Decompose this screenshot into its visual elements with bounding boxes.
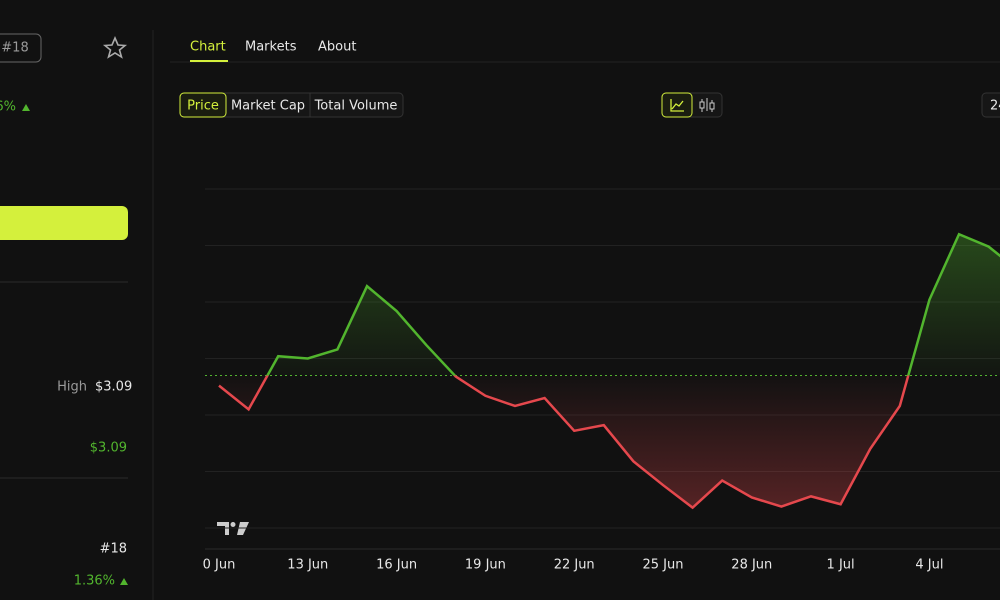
up-arrow bbox=[22, 104, 30, 111]
x-tick-label: 4 Jul bbox=[915, 558, 943, 573]
line-icon bbox=[670, 99, 684, 112]
sidebar: #18 6% High $3.09 $3.09 #18 1.36% bbox=[0, 33, 132, 589]
logo-part bbox=[217, 522, 229, 535]
price-change-top: 6% bbox=[0, 100, 16, 115]
area-down bbox=[219, 375, 909, 508]
high-label: High bbox=[57, 380, 87, 395]
x-tick-label: 13 Jun bbox=[287, 558, 328, 573]
button-label[interactable]: Total Volume bbox=[314, 99, 398, 114]
x-tick-label: 28 Jun bbox=[731, 558, 772, 573]
plot bbox=[205, 188, 1000, 529]
area-up bbox=[219, 234, 1000, 376]
price-line-up bbox=[266, 232, 1000, 376]
candle-icon-body bbox=[709, 102, 715, 110]
x-tick-label: 22 Jun bbox=[554, 558, 595, 573]
rank-badge bbox=[0, 33, 42, 63]
stat-value: $3.09 bbox=[90, 441, 127, 456]
button-active[interactable] bbox=[179, 92, 227, 118]
x-tick-label: 1 Jul bbox=[827, 558, 855, 573]
range-button-label[interactable]: 24 bbox=[990, 99, 1000, 114]
high-value: $3.09 bbox=[95, 380, 132, 395]
up-arrow bbox=[120, 578, 128, 585]
tab[interactable]: About bbox=[318, 40, 356, 55]
change: 1.36% bbox=[74, 574, 115, 589]
tab-active[interactable]: Chart bbox=[190, 40, 226, 55]
favorite-star[interactable] bbox=[102, 35, 128, 59]
button-label[interactable]: Price bbox=[187, 99, 219, 114]
logo-part bbox=[230, 522, 236, 527]
button-label[interactable]: Market Cap bbox=[231, 99, 305, 114]
x-tick-label: 0 Jun bbox=[203, 558, 236, 573]
rank-badge-text: #18 bbox=[1, 41, 28, 56]
x-tick-label: 19 Jun bbox=[465, 558, 506, 573]
rank: #18 bbox=[100, 542, 127, 557]
x-tick-label: 16 Jun bbox=[376, 558, 417, 573]
x-tick-label: 25 Jun bbox=[643, 558, 684, 573]
range-button[interactable] bbox=[981, 92, 1000, 118]
action-button[interactable] bbox=[0, 206, 128, 240]
tab[interactable]: Markets bbox=[245, 40, 297, 55]
price-line-down bbox=[218, 375, 910, 510]
candle-icon-body bbox=[699, 101, 705, 109]
x-axis-labels: 0 Jun 13 Jun 16 Jun 19 Jun 22 Jun 25 Jun 28 Ju… bbox=[203, 558, 944, 573]
